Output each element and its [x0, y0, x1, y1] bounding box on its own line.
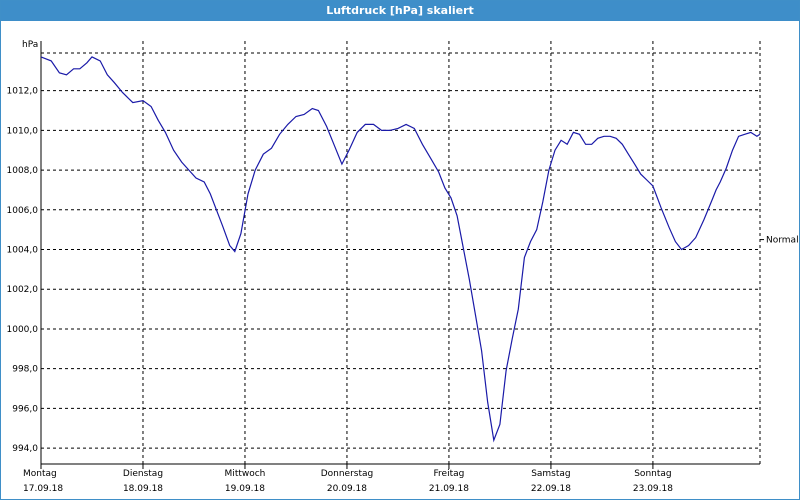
plot-area: 994,0 996,0 998,0 1000,0 1002,0 1004,0 1006,0 1…	[1, 21, 799, 499]
y-tick-label: 994,0	[12, 444, 38, 454]
y-tick-label: 1002,0	[7, 285, 39, 295]
window-title: Luftdruck [hPa] skaliert	[1, 1, 799, 21]
luftdruck-chart: 994,0 996,0 998,0 1000,0 1002,0 1004,0 1006,0 1…	[7, 40, 799, 494]
y-tick-label: 1006,0	[7, 206, 39, 216]
y-tick-label: 1000,0	[7, 325, 39, 335]
x-tick-day-label: Donnerstag	[321, 469, 374, 479]
x-tick-day-label: Montag	[23, 469, 57, 479]
x-tick-day-label: Sonntag	[634, 469, 671, 479]
x-tick-day-label: Mittwoch	[225, 469, 266, 479]
x-tick-date-label: 23.09.18	[633, 484, 673, 494]
y-tick-label: 1008,0	[7, 166, 39, 176]
x-tick-day-label: Samstag	[531, 469, 570, 479]
y-tick-label: 1012,0	[7, 87, 39, 97]
x-tick-date-label: 21.09.18	[429, 484, 469, 494]
x-tick-date-label: 22.09.18	[531, 484, 571, 494]
reference-label: Normal	[766, 236, 799, 246]
pressure-series-line	[40, 56, 761, 443]
x-tick-date-label: 18.09.18	[123, 484, 163, 494]
x-tick-date-label: 20.09.18	[327, 484, 367, 494]
x-tick-date-label: 19.09.18	[225, 484, 265, 494]
y-tick-label: 1004,0	[7, 246, 39, 256]
y-tick-label: 1010,0	[7, 126, 39, 136]
x-tick-date-label: 17.09.18	[23, 484, 63, 494]
x-tick-day-label: Dienstag	[123, 469, 163, 479]
y-axis-label: hPa	[22, 40, 38, 50]
y-tick-label: 998,0	[12, 365, 38, 375]
x-tick-day-label: Freitag	[434, 469, 465, 479]
y-tick-label: 996,0	[12, 404, 38, 414]
